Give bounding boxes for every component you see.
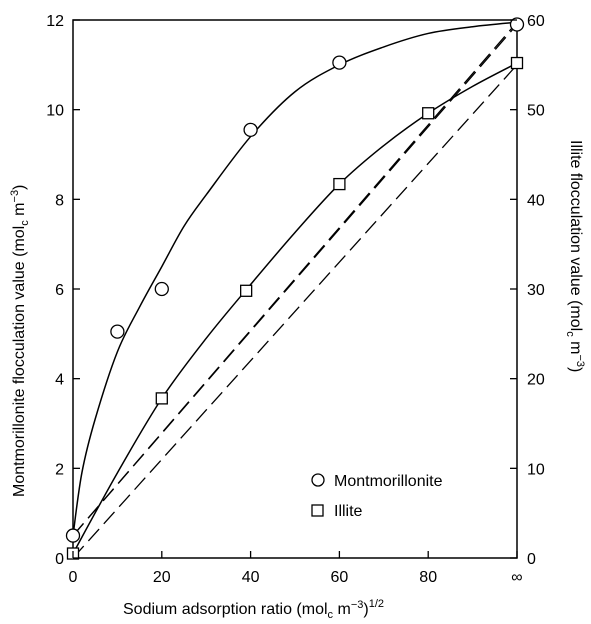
point-montmorillonite [65, 528, 81, 543]
point-montmorillonite [332, 55, 347, 70]
y-right-tick-label: 30 [527, 282, 545, 299]
y-right-axis-ticks: 0 10 20 30 40 50 60 [510, 13, 545, 568]
data-markers [65, 17, 525, 560]
x-tick-label: 80 [419, 569, 437, 586]
x-tick-label: 60 [331, 569, 349, 586]
y-left-axis-ticks: 0 2 4 6 8 10 12 [46, 13, 80, 568]
y-right-tick-label: 40 [527, 192, 545, 209]
point-montmorillonite [110, 324, 125, 339]
y-left-tick-label: 12 [46, 13, 64, 30]
y-right-tick-label: 10 [527, 461, 545, 478]
y-right-tick-label: 20 [527, 372, 545, 389]
y-left-tick-label: 2 [55, 461, 64, 478]
legend-label-illite: Illite [334, 503, 363, 520]
y-right-tick-label: 0 [527, 551, 536, 568]
point-illite [510, 56, 524, 70]
legend-marker-illite [311, 504, 324, 517]
legend-label-montmorillonite: Montmorillonite [334, 473, 443, 490]
dashed-reference-line [72, 64, 518, 559]
point-montmorillonite [509, 17, 525, 32]
x-tick-label: ∞ [511, 569, 522, 586]
fit-curve-montmorillonite [72, 21, 518, 536]
x-axis-ticks: 0 20 40 60 80 ∞ [69, 551, 523, 586]
fitted-curves [72, 21, 518, 554]
y-left-tick-label: 6 [55, 282, 64, 299]
legend: Montmorillonite Illite [311, 473, 443, 520]
y-left-tick-label: 10 [46, 103, 64, 120]
dashed-reference-line [72, 21, 518, 537]
x-tick-label: 20 [153, 569, 171, 586]
point-montmorillonite [154, 281, 169, 297]
dashed-reference-lines [72, 21, 518, 559]
y-left-tick-label: 4 [55, 372, 64, 389]
point-montmorillonite [243, 122, 258, 137]
legend-marker-montmorillonite [311, 473, 325, 487]
y-left-tick-label: 8 [55, 192, 64, 209]
point-illite [155, 392, 168, 405]
y-right-tick-label: 50 [527, 103, 545, 120]
dashed-reference-line [72, 24, 518, 537]
y-right-tick-label: 60 [527, 13, 545, 30]
point-illite [422, 107, 435, 120]
x-tick-label: 0 [69, 569, 78, 586]
y-left-axis-title: Montmorillonite flocculation value (molc… [9, 185, 31, 497]
point-illite [333, 177, 346, 191]
y-left-tick-label: 0 [55, 551, 64, 568]
x-tick-label: 40 [242, 569, 260, 586]
x-axis-title: Sodium adsorption ratio (molc m−3)1/2 [123, 598, 384, 621]
y-right-axis-title: Illite flocculation value (molc m−3) [564, 140, 586, 372]
point-illite [240, 284, 253, 297]
